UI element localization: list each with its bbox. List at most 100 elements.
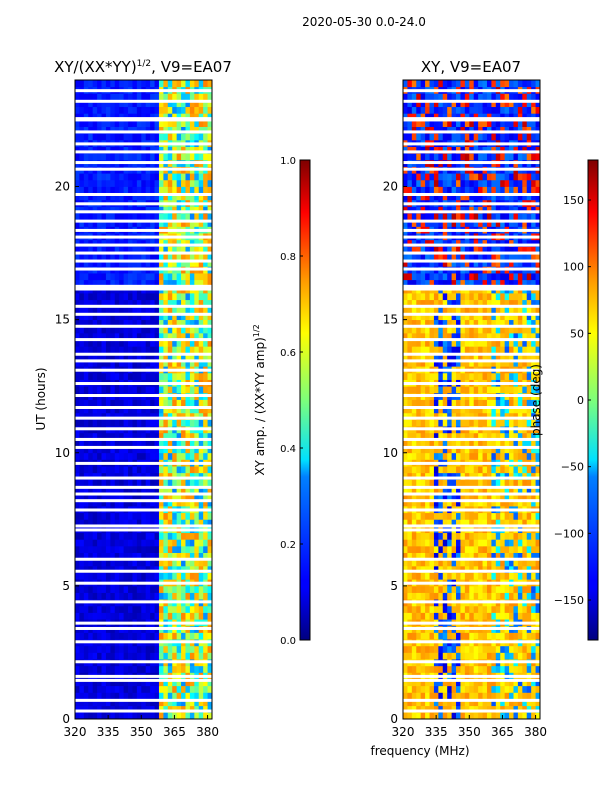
heatmap-cell — [110, 586, 115, 593]
heatmap-cell — [93, 187, 98, 194]
heatmap-cell — [487, 400, 492, 407]
heatmap-cell — [168, 419, 173, 426]
heatmap-cell — [194, 133, 199, 140]
heatmap-cell — [75, 213, 80, 220]
heatmap-cell — [491, 373, 496, 380]
heatmap-cell — [443, 712, 448, 719]
heatmap-cell — [416, 386, 421, 393]
heatmap-cell — [434, 453, 439, 460]
flagged-time-gap — [75, 582, 212, 585]
heatmap-cell — [159, 173, 164, 180]
heatmap-cell — [403, 613, 408, 620]
heatmap-cell — [447, 573, 452, 580]
heatmap-cell — [443, 400, 448, 407]
heatmap-cell — [150, 479, 155, 486]
heatmap-cell — [412, 466, 417, 473]
heatmap-cell — [128, 153, 133, 160]
heatmap-cell — [421, 533, 426, 540]
heatmap-cell — [518, 573, 523, 580]
heatmap-cell — [168, 546, 173, 553]
heatmap-cell — [487, 586, 492, 593]
heatmap-cell — [146, 646, 151, 653]
heatmap-cell — [478, 546, 483, 553]
heatmap-cell — [416, 539, 421, 546]
heatmap-cell — [150, 453, 155, 460]
heatmap-cell — [491, 646, 496, 653]
heatmap-cell — [513, 479, 518, 486]
heatmap-cell — [172, 593, 177, 600]
heatmap-cell — [163, 466, 168, 473]
heatmap-cell — [97, 80, 102, 87]
heatmap-cell — [496, 632, 501, 639]
heatmap-cell — [407, 646, 412, 653]
heatmap-cell — [150, 573, 155, 580]
heatmap-cell — [119, 273, 124, 280]
heatmap-cell — [146, 613, 151, 620]
heatmap-cell — [102, 466, 107, 473]
heatmap-cell — [443, 386, 448, 393]
heatmap-cell — [403, 692, 408, 699]
heatmap-cell — [500, 686, 505, 693]
heatmap-cell — [416, 692, 421, 699]
heatmap-cell — [128, 479, 133, 486]
heatmap-cell — [168, 273, 173, 280]
heatmap-cell — [460, 373, 465, 380]
heatmap-cell — [155, 586, 160, 593]
heatmap-cell — [518, 586, 523, 593]
heatmap-cell — [150, 606, 155, 613]
heatmap-cell — [465, 692, 470, 699]
heatmap-cell — [203, 586, 208, 593]
heatmap-cell — [75, 293, 80, 300]
heatmap-cell — [88, 293, 93, 300]
heatmap-cell — [119, 613, 124, 620]
heatmap-cell — [88, 80, 93, 87]
heatmap-cell — [438, 646, 443, 653]
heatmap-cell — [194, 173, 199, 180]
heatmap-cell — [155, 213, 160, 220]
heatmap-cell — [416, 479, 421, 486]
heatmap-cell — [190, 593, 195, 600]
heatmap-cell — [106, 373, 111, 380]
heatmap-cell — [412, 419, 417, 426]
heatmap-cell — [141, 666, 146, 673]
heatmap-cell — [518, 400, 523, 407]
heatmap-cell — [447, 593, 452, 600]
heatmap-cell — [190, 386, 195, 393]
heatmap-cell — [172, 546, 177, 553]
heatmap-cell — [172, 133, 177, 140]
heatmap-cell — [159, 466, 164, 473]
heatmap-cell — [181, 187, 186, 194]
heatmap-cell — [469, 373, 474, 380]
heatmap-cell — [469, 400, 474, 407]
heatmap-cell — [168, 606, 173, 613]
heatmap-cell — [483, 686, 488, 693]
heatmap-cell — [84, 586, 89, 593]
flagged-time-gap — [75, 462, 212, 465]
heatmap-cell — [159, 613, 164, 620]
heatmap-cell — [496, 400, 501, 407]
heatmap-cell — [119, 187, 124, 194]
heatmap-cell — [456, 692, 461, 699]
heatmap-cell — [79, 346, 84, 353]
heatmap-cell — [172, 586, 177, 593]
heatmap-cell — [190, 453, 195, 460]
heatmap-cell — [159, 213, 164, 220]
heatmap-cell — [469, 646, 474, 653]
heatmap-cell — [163, 453, 168, 460]
heatmap-cell — [150, 586, 155, 593]
heatmap-cell — [527, 513, 532, 520]
heatmap-cell — [203, 479, 208, 486]
heatmap-cell — [181, 93, 186, 100]
heatmap-cell — [84, 632, 89, 639]
heatmap-cell — [421, 346, 426, 353]
heatmap-cell — [438, 419, 443, 426]
heatmap-cell — [491, 692, 496, 699]
flagged-time-gap — [75, 486, 212, 489]
heatmap-cell — [75, 187, 80, 194]
heatmap-cell — [483, 632, 488, 639]
heatmap-cell — [110, 180, 115, 187]
heatmap-cell — [416, 546, 421, 553]
heatmap-cell — [416, 346, 421, 353]
heatmap-cell — [159, 479, 164, 486]
figure-suptitle: 2020-05-30 0.0-24.0 — [302, 15, 426, 29]
